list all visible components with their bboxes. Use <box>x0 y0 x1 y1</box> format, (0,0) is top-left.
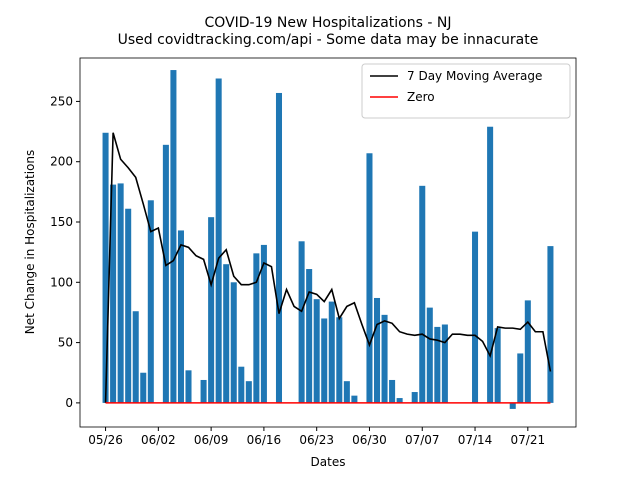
legend-label: Zero <box>407 90 435 104</box>
bar <box>524 300 531 403</box>
bar <box>215 78 222 403</box>
line <box>104 132 552 403</box>
bar <box>381 314 388 403</box>
bar <box>177 230 184 403</box>
bar <box>343 381 350 403</box>
bar <box>230 282 237 403</box>
bar <box>396 398 403 403</box>
x-tick-label: 06/23 <box>299 433 334 447</box>
x-tick-label: 06/16 <box>247 433 282 447</box>
bar <box>517 353 524 403</box>
x-tick-label: 07/07 <box>405 433 440 447</box>
bar <box>419 185 426 403</box>
bar <box>472 231 479 403</box>
x-axis-label: Dates <box>311 455 346 469</box>
bar <box>170 70 177 403</box>
bar <box>441 324 448 403</box>
x-tick-label: 06/09 <box>194 433 229 447</box>
bar <box>110 184 117 403</box>
y-tick-label: 200 <box>50 155 73 169</box>
x-tick-label: 07/14 <box>458 433 493 447</box>
bar <box>434 326 441 403</box>
bar <box>223 264 230 403</box>
bar <box>238 366 245 403</box>
bar <box>336 317 343 403</box>
bar <box>366 153 373 403</box>
bar <box>328 301 335 403</box>
bar <box>200 379 207 403</box>
y-tick-label: 250 <box>50 94 73 108</box>
bar <box>147 200 154 403</box>
plot-frame <box>79 57 577 428</box>
bar <box>208 217 215 403</box>
bar <box>253 253 260 403</box>
bar <box>373 297 381 403</box>
chart-title: COVID-19 New Hospitalizations - NJ <box>205 15 452 31</box>
bar <box>547 246 554 403</box>
bar <box>313 299 320 403</box>
bar <box>132 311 139 403</box>
legend-label: 7 Day Moving Average <box>407 69 542 83</box>
chart-subtitle: Used covidtracking.com/api - Some data m… <box>118 32 539 48</box>
bar <box>245 381 252 403</box>
y-tick-label: 50 <box>58 336 73 350</box>
bar <box>260 244 267 403</box>
bar <box>125 208 132 403</box>
x-tick-label: 07/21 <box>511 433 546 447</box>
bar <box>162 144 169 403</box>
x-tick-label: 06/30 <box>352 433 387 447</box>
bar <box>487 126 494 403</box>
y-tick-label: 0 <box>65 396 73 410</box>
legend-box <box>361 63 571 119</box>
y-tick-label: 150 <box>50 215 73 229</box>
bar <box>426 307 433 403</box>
bar <box>298 241 305 403</box>
x-tick-label: 06/02 <box>141 433 176 447</box>
bar <box>321 318 328 403</box>
bar <box>185 370 192 403</box>
bar <box>389 379 396 403</box>
bar <box>102 132 109 403</box>
bar <box>411 392 418 403</box>
bar <box>509 402 516 409</box>
bar <box>494 328 501 403</box>
bar <box>140 372 147 403</box>
bar <box>306 269 313 403</box>
bar <box>351 395 358 403</box>
bar <box>275 92 283 403</box>
x-tick-label: 05/26 <box>88 433 123 447</box>
y-tick-label: 100 <box>50 275 73 289</box>
bar <box>117 183 124 403</box>
y-axis-label: Net Change in Hospitalizations <box>23 150 37 335</box>
